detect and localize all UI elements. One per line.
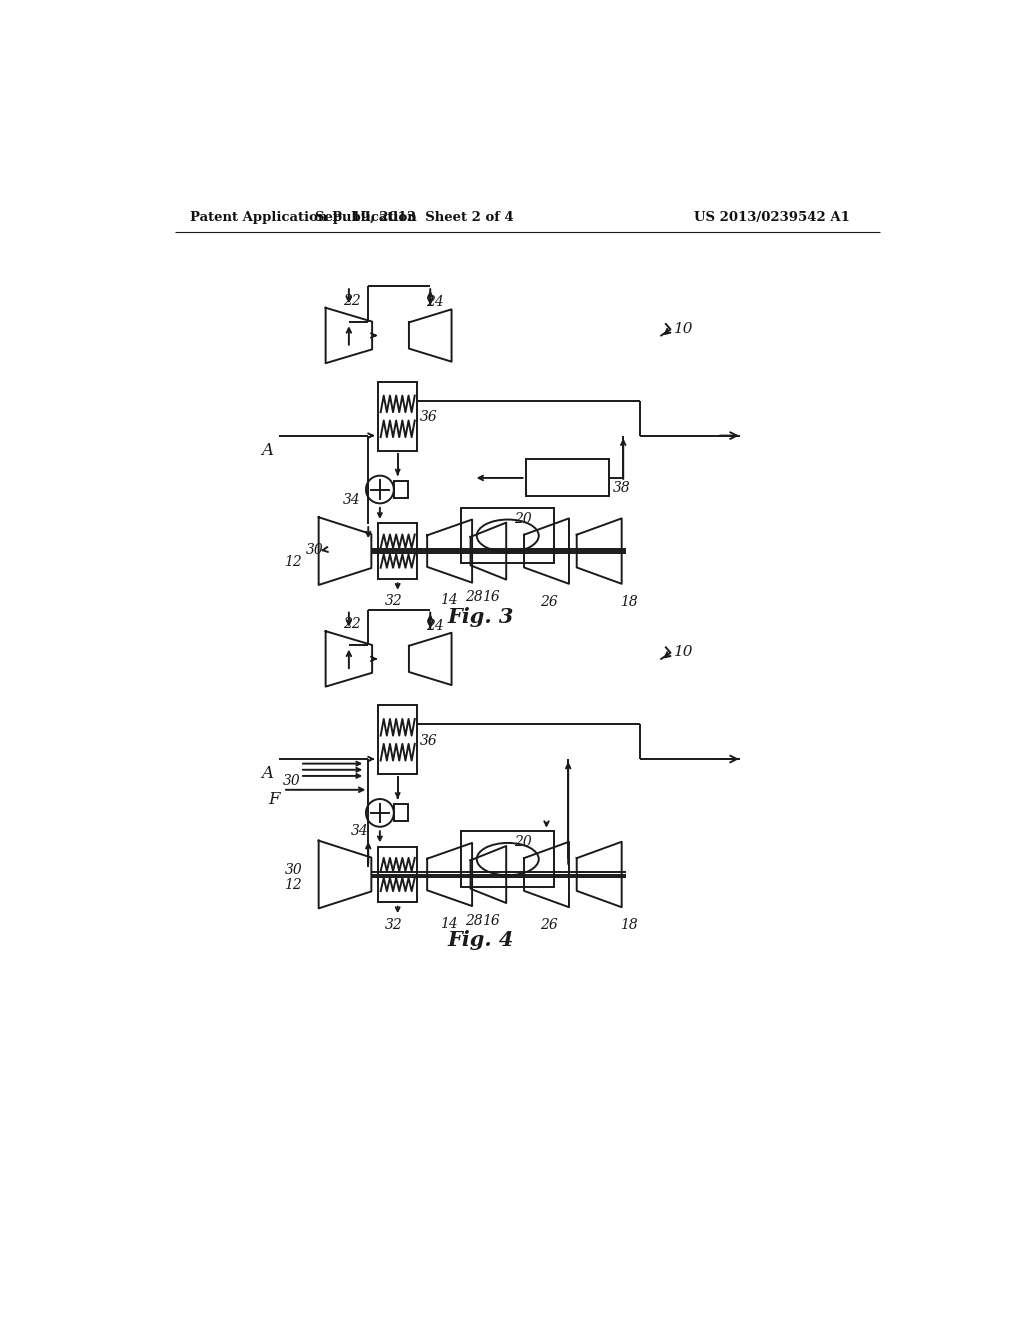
Text: 26: 26: [541, 917, 558, 932]
Text: F: F: [268, 792, 280, 808]
Bar: [394, 804, 408, 821]
Bar: [378, 381, 417, 451]
Text: 30: 30: [306, 544, 324, 557]
Text: 14: 14: [440, 594, 458, 607]
Text: 10: 10: [674, 322, 693, 335]
Text: A: A: [262, 766, 273, 783]
Text: 36: 36: [420, 734, 438, 747]
Text: 16: 16: [482, 590, 500, 605]
Bar: [461, 832, 554, 887]
Text: 28: 28: [465, 590, 483, 605]
Text: 32: 32: [385, 594, 402, 609]
Text: Sep. 19, 2013  Sheet 2 of 4: Sep. 19, 2013 Sheet 2 of 4: [315, 211, 514, 224]
Bar: [525, 459, 609, 496]
Bar: [378, 847, 417, 903]
Text: 28: 28: [465, 913, 483, 928]
Text: Patent Application Publication: Patent Application Publication: [190, 211, 417, 224]
Text: 20: 20: [514, 512, 531, 525]
Text: 32: 32: [385, 917, 402, 932]
Text: 12: 12: [284, 554, 302, 569]
Text: A: A: [262, 442, 273, 459]
Text: 24: 24: [426, 619, 444, 632]
Text: US 2013/0239542 A1: US 2013/0239542 A1: [693, 211, 850, 224]
Text: 10: 10: [674, 645, 693, 659]
Text: Fig. 3: Fig. 3: [447, 607, 514, 627]
Text: 18: 18: [621, 917, 638, 932]
Text: 34: 34: [343, 494, 360, 507]
Text: 30: 30: [285, 863, 302, 876]
Text: 38: 38: [612, 480, 630, 495]
Text: 18: 18: [621, 594, 638, 609]
Text: 22: 22: [343, 618, 360, 631]
Text: 24: 24: [426, 296, 444, 309]
Bar: [378, 524, 417, 578]
Text: 22: 22: [343, 294, 360, 308]
Bar: [461, 508, 554, 564]
Text: 26: 26: [541, 594, 558, 609]
Text: 16: 16: [482, 913, 500, 928]
Text: 14: 14: [440, 917, 458, 931]
Text: Fig. 4: Fig. 4: [447, 929, 514, 950]
Text: 34: 34: [351, 824, 369, 838]
Bar: [378, 705, 417, 775]
Text: 20: 20: [514, 836, 531, 849]
Text: 30: 30: [283, 775, 301, 788]
Text: 12: 12: [284, 878, 302, 892]
Text: 36: 36: [420, 411, 438, 424]
Bar: [394, 480, 408, 498]
